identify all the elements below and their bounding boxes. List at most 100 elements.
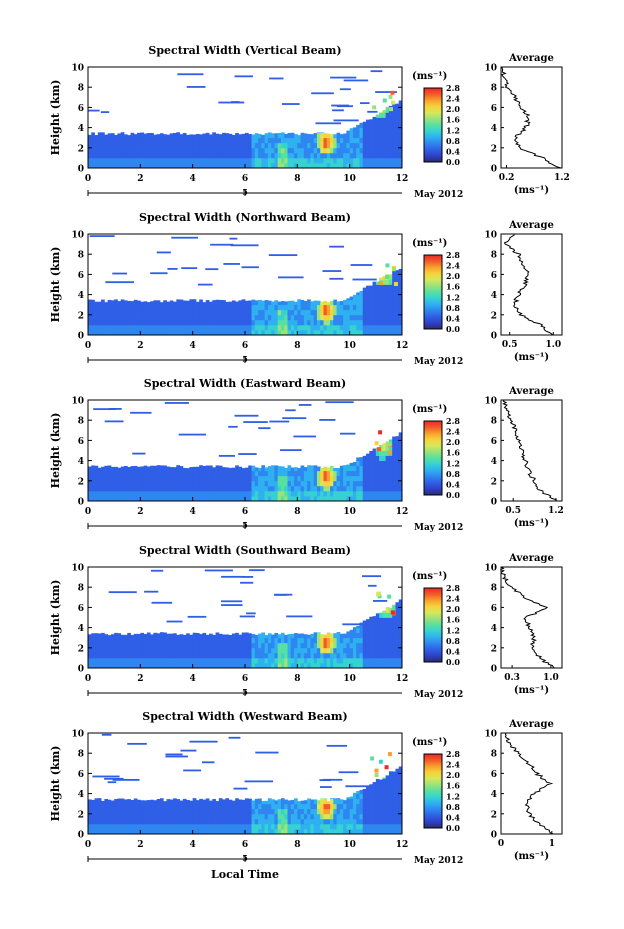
heatmap-cell [195,485,200,492]
heatmap-cell [107,813,112,820]
heatmap-cell [362,294,367,301]
heatmap-cell [300,132,305,139]
heatmap-cell [91,633,95,639]
heatmap-cell [267,652,272,659]
average-title: Average [508,553,554,564]
heatmap-cell [369,793,373,800]
heatmap-cell [362,813,367,820]
heatmap-cell [212,324,216,331]
y-tick-label: 10 [71,231,84,241]
heatmap-cell [379,444,383,446]
heatmap-cell [176,828,180,835]
heatmap-cell [107,324,112,331]
y-tick-label: 2 [78,477,84,487]
heatmap-cell [330,495,334,502]
heatmap-cell [271,314,275,321]
heatmap-cell [313,485,318,492]
heatmap-cell [366,455,370,461]
heatmap-cell [215,157,220,164]
heatmap-cell [222,152,226,159]
heatmap-cell [245,319,249,326]
heatmap-cell [182,157,187,164]
heatmap-cell [133,324,138,331]
heatmap-cell [307,480,311,487]
heatmap-cell [300,299,305,306]
average-x-tick-label: 1.2 [548,506,564,516]
heatmap-cell [339,823,344,830]
heatmap-cell [104,324,109,331]
heatmap-cell [388,289,393,295]
heatmap-cell [114,304,118,311]
heatmap-cell [333,299,337,301]
heatmap-cell [179,157,184,164]
heatmap-cell [372,314,377,321]
heatmap-cell [176,465,180,467]
heatmap-cell [372,818,377,825]
heatmap-cell [316,132,321,134]
heatmap-cell [104,485,109,492]
heatmap-cell [218,823,223,830]
heatmap-cell [133,637,138,644]
heatmap-cell [97,309,102,316]
heatmap-cell [290,818,295,825]
average-y-tick-label: 8 [491,84,497,94]
heatmap-cell [205,798,210,800]
heatmap-cell [375,309,380,316]
heatmap-cell [202,162,207,169]
heatmap-cell [245,467,249,472]
heatmap-cell [120,314,125,321]
heatmap-cell [352,309,357,316]
heatmap-cell [179,647,184,654]
heatmap-cell [326,495,331,502]
heatmap-cell [280,632,285,639]
heatmap-cell [173,637,177,644]
heatmap-cell [382,475,387,482]
heatmap-cell [199,299,203,306]
heatmap-cell [366,786,370,789]
heatmap-cell [107,642,112,649]
heatmap-cell [254,808,259,815]
heatmap-cell [159,319,164,326]
heatmap-cell [395,284,400,290]
heatmap-cell [202,319,207,326]
heatmap-cell [120,162,125,169]
heatmap-cell [150,647,154,654]
heatmap-cell [379,137,383,144]
heatmap-cell [280,647,285,654]
heatmap-cell [307,828,311,835]
heatmap-cell [307,137,311,144]
heatmap-cell [258,142,262,149]
average-y-tick-label: 10 [484,397,497,407]
x-tick-label: 6 [242,674,248,684]
heatmap-cell [153,818,158,825]
heatmap-cell [202,302,207,306]
heatmap-cell [290,647,295,654]
heatmap-cell [192,485,197,492]
heatmap-cell [369,823,373,830]
heatmap-cell [117,314,122,321]
heatmap-cell [166,324,171,331]
heatmap-cell [284,329,288,336]
heatmap-cell [209,808,213,815]
heatmap-cell [88,157,92,164]
heatmap-cell [130,637,135,644]
heatmap-cell [195,475,200,482]
heatmap-cell [392,142,396,149]
heatmap-cell [297,475,302,482]
heatmap-cell [395,142,400,149]
heatmap-cell [264,162,269,169]
heatmap-cell [385,798,390,805]
heatmap-cell [392,637,396,644]
heatmap-cell [238,652,243,659]
heatmap-cell [362,309,367,316]
heatmap-cell [176,329,180,336]
heatmap-cell [333,137,337,144]
heatmap-cell [297,808,302,815]
heatmap-cell [143,319,148,326]
heatmap-cell [117,637,122,644]
heatmap-cell [320,468,324,472]
heatmap-cell [323,495,328,502]
heatmap-cell [336,652,341,659]
heatmap-cell [379,277,383,280]
heatmap-cell [101,652,105,659]
